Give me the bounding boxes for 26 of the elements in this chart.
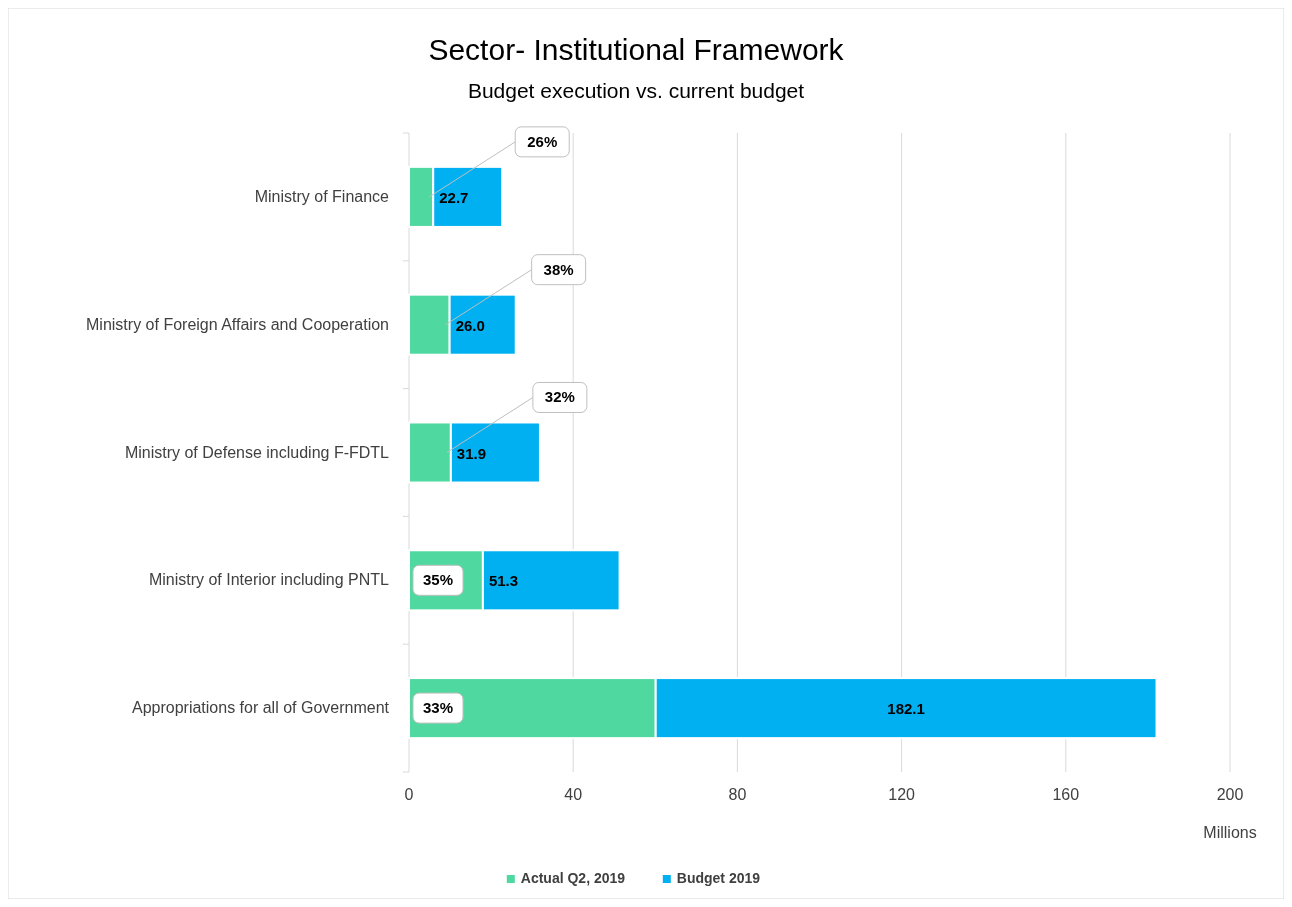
total-label: 26.0 bbox=[455, 316, 485, 334]
y-tick-label: Ministry of Finance bbox=[254, 187, 390, 205]
x-tick-label: 40 bbox=[564, 786, 583, 803]
x-tick-label: 80 bbox=[728, 786, 747, 803]
x-tick-label: 160 bbox=[1052, 786, 1080, 803]
legend-label: Actual Q2, 2019 bbox=[520, 870, 626, 886]
total-label: 31.9 bbox=[456, 444, 487, 462]
y-tick-label: Ministry of Foreign Affairs and Cooperation bbox=[86, 315, 389, 333]
annotation: 32% bbox=[544, 388, 575, 406]
y-tick-label: Ministry of Defense including F-FDTL bbox=[124, 443, 390, 461]
legend-label: Budget 2019 bbox=[676, 870, 761, 886]
total-label: 182.1 bbox=[887, 700, 925, 718]
y-tick-label: Appropriations for all of Government bbox=[131, 699, 390, 717]
total-label: 51.3 bbox=[488, 572, 519, 590]
x-tick-label: 200 bbox=[1216, 786, 1244, 803]
annotation: 33% bbox=[422, 699, 454, 717]
x-tick-label: 0 bbox=[404, 786, 414, 803]
total-label: 22.7 bbox=[439, 188, 469, 206]
chart-subtitle: Budget execution vs. current budget bbox=[467, 79, 805, 102]
x-axis-title: Millions bbox=[1203, 824, 1257, 841]
chart-title: Sector- Institutional Framework bbox=[428, 33, 845, 66]
y-tick-label: Ministry of Interior including PNTL bbox=[148, 571, 390, 589]
annotation: 26% bbox=[527, 132, 558, 150]
x-tick-label: 120 bbox=[888, 786, 916, 803]
annotation: 35% bbox=[422, 571, 454, 589]
annotation: 38% bbox=[543, 260, 574, 278]
